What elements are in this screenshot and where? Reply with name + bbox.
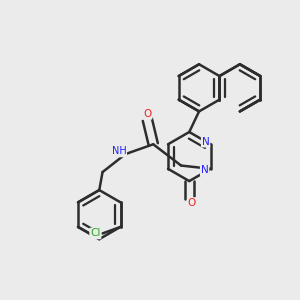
Text: N: N [201, 165, 208, 176]
Text: N: N [202, 137, 209, 147]
Text: O: O [188, 198, 196, 208]
Text: Cl: Cl [90, 228, 101, 239]
Text: NH: NH [112, 146, 126, 157]
Text: O: O [143, 109, 152, 119]
